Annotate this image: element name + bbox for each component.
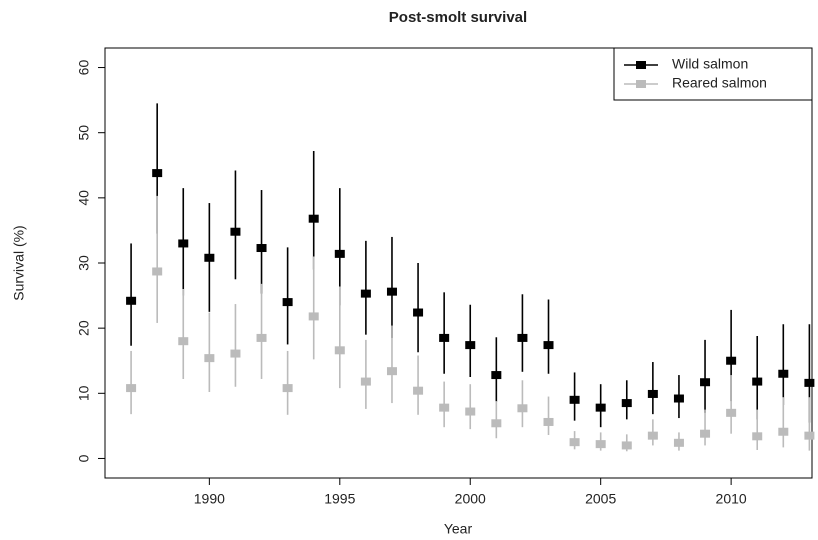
point <box>569 395 580 404</box>
x-axis-label: Year <box>444 521 473 537</box>
point <box>647 389 658 398</box>
point <box>595 403 606 412</box>
point <box>569 438 580 447</box>
point <box>126 384 137 393</box>
point <box>517 404 528 413</box>
point <box>700 429 711 438</box>
point <box>334 346 345 355</box>
point <box>230 349 241 358</box>
point <box>465 407 476 416</box>
point <box>152 169 163 178</box>
point <box>308 312 319 321</box>
point <box>282 384 293 393</box>
point <box>386 287 397 296</box>
point <box>386 367 397 376</box>
point <box>230 227 241 236</box>
point <box>778 369 789 378</box>
point <box>334 249 345 258</box>
point <box>178 337 189 346</box>
y-tick-label: 60 <box>76 60 92 76</box>
y-tick-label: 50 <box>76 125 92 141</box>
point <box>491 419 502 428</box>
point <box>439 403 450 412</box>
point <box>360 289 371 298</box>
point <box>673 394 684 403</box>
point <box>700 378 711 387</box>
y-tick-label: 40 <box>76 190 92 206</box>
point <box>621 441 632 450</box>
legend-marker <box>636 80 646 88</box>
x-tick-label: 1995 <box>324 491 355 507</box>
point <box>517 333 528 342</box>
point <box>804 378 815 387</box>
plot-frame <box>104 47 813 479</box>
point <box>673 438 684 447</box>
point <box>282 298 293 307</box>
legend-label: Reared salmon <box>672 75 767 91</box>
point <box>178 239 189 248</box>
point <box>726 408 737 417</box>
y-tick-label: 10 <box>76 385 92 401</box>
point <box>543 341 554 350</box>
legend-marker <box>636 61 646 69</box>
point <box>360 377 371 386</box>
point <box>308 214 319 223</box>
legend-box <box>613 47 813 101</box>
x-tick-label: 2005 <box>585 491 616 507</box>
point <box>804 431 815 440</box>
y-tick-label: 0 <box>76 454 92 462</box>
point <box>204 253 215 262</box>
x-tick-label: 2010 <box>716 491 747 507</box>
point <box>491 371 502 380</box>
point <box>439 333 450 342</box>
point <box>204 354 215 363</box>
point <box>778 427 789 436</box>
chart-title: Post-smolt survival <box>389 9 527 26</box>
y-tick-label: 30 <box>76 255 92 271</box>
point <box>413 308 424 317</box>
x-tick-label: 1990 <box>194 491 225 507</box>
point <box>543 417 554 426</box>
point <box>595 440 606 449</box>
point <box>152 267 163 276</box>
point <box>752 432 763 441</box>
point <box>126 296 137 305</box>
legend-label: Wild salmon <box>672 56 748 72</box>
point <box>413 386 424 395</box>
point <box>647 431 658 440</box>
point <box>621 399 632 408</box>
point <box>465 341 476 350</box>
point <box>726 356 737 365</box>
y-axis-label: Survival (%) <box>11 225 27 300</box>
point <box>256 244 267 253</box>
x-tick-label: 2000 <box>455 491 486 507</box>
y-tick-label: 20 <box>76 320 92 336</box>
point <box>752 377 763 386</box>
point <box>256 333 267 342</box>
